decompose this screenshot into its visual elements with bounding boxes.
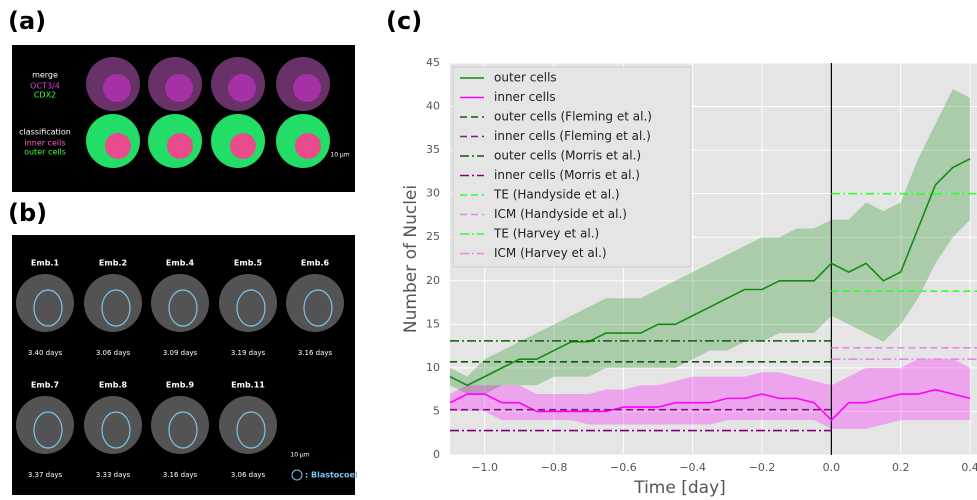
- blastocoel: [101, 411, 131, 449]
- embryo-name: Emb.5: [234, 259, 263, 268]
- embryo-merge-core: [103, 74, 131, 102]
- x-tick-label: −0.4: [679, 461, 706, 474]
- embryo-days: 3.06 days: [231, 471, 266, 479]
- embryo: [151, 274, 209, 332]
- blastocoel: [168, 411, 198, 449]
- blastocoel: [168, 289, 198, 327]
- legend-label: TE (Harvey et al.): [493, 227, 599, 241]
- embryo-class-core: [105, 133, 131, 159]
- y-tick-label: 45: [426, 56, 440, 69]
- embryo: [16, 396, 74, 454]
- y-tick-label: 5: [433, 404, 440, 417]
- embryo-class-core: [167, 133, 193, 159]
- panel-label: (a): [8, 7, 46, 35]
- row-label: classification: [19, 128, 71, 137]
- row-label: merge: [32, 71, 58, 80]
- class-label: outer cells: [24, 148, 66, 157]
- legend-label: outer cells: [494, 71, 557, 85]
- embryo: [16, 274, 74, 332]
- x-tick-label: −0.2: [749, 461, 776, 474]
- embryo: [84, 274, 142, 332]
- y-tick-label: 30: [426, 187, 440, 200]
- embryo: [219, 396, 277, 454]
- y-tick-label: 10: [426, 361, 440, 374]
- x-axis-label: Time [day]: [633, 478, 726, 498]
- panel-label: (c): [386, 7, 422, 35]
- y-tick-label: 15: [426, 317, 440, 330]
- scale-label: 10 μm: [330, 152, 349, 159]
- embryo-days: 3.19 days: [231, 349, 266, 357]
- embryo-merge-core: [165, 74, 193, 102]
- x-tick-label: 0.2: [892, 461, 910, 474]
- embryo: [286, 274, 344, 332]
- embryo-class-core: [230, 133, 256, 159]
- panel-label: (b): [8, 199, 47, 227]
- legend-label: ICM (Harvey et al.): [494, 246, 607, 260]
- scale-label: 10 μm: [290, 452, 309, 459]
- channel-label: CDX2: [34, 91, 56, 100]
- series-line: [449, 158, 971, 387]
- blastocoel: [236, 289, 266, 327]
- blastocoel-key: [291, 469, 303, 481]
- class-label: inner cells: [24, 139, 65, 148]
- embryo-days: 3.40 days: [28, 349, 63, 357]
- x-tick-label: 0.4: [961, 461, 977, 474]
- legend-label: outer cells (Morris et al.): [494, 149, 641, 163]
- embryo-name: Emb.8: [99, 381, 128, 390]
- legend-label: ICM (Handyside et al.): [494, 207, 627, 221]
- x-tick-label: −0.6: [610, 461, 637, 474]
- x-tick-label: 0.0: [823, 461, 841, 474]
- blastocoel: [33, 289, 63, 327]
- legend-label: outer cells (Fleming et al.): [494, 110, 652, 124]
- legend-label: TE (Handyside et al.): [493, 188, 620, 202]
- blastocoel: [101, 289, 131, 327]
- embryo-name: Emb.11: [231, 381, 265, 390]
- embryo-days: 3.16 days: [163, 471, 198, 479]
- legend-label: inner cells (Fleming et al.): [494, 129, 651, 143]
- legend-label: : Blastocoel: [305, 471, 358, 480]
- embryo-name: Emb.4: [166, 259, 195, 268]
- embryo-name: Emb.1: [31, 259, 60, 268]
- blastocoel: [236, 411, 266, 449]
- y-tick-label: 25: [426, 230, 440, 243]
- embryo-days: 3.16 days: [298, 349, 333, 357]
- y-tick-label: 35: [426, 143, 440, 156]
- y-tick-label: 20: [426, 274, 440, 287]
- embryo: [84, 396, 142, 454]
- embryo-name: Emb.6: [301, 259, 330, 268]
- embryo-name: Emb.7: [31, 381, 59, 390]
- embryo-days: 3.33 days: [96, 471, 131, 479]
- blastocoel: [33, 411, 63, 449]
- embryo-days: 3.09 days: [163, 349, 198, 357]
- y-tick-label: 0: [433, 448, 440, 461]
- embryo-days: 3.37 days: [28, 471, 63, 479]
- embryo-days: 3.06 days: [96, 349, 131, 357]
- y-tick-label: 40: [426, 100, 440, 113]
- legend-box: [452, 66, 692, 268]
- legend-label: inner cells (Morris et al.): [494, 168, 640, 182]
- channel-label: OCT3/4: [30, 82, 60, 91]
- embryo-class-core: [295, 133, 321, 159]
- embryo: [219, 274, 277, 332]
- embryo-merge-core: [293, 74, 321, 102]
- y-axis-label: Number of Nuclei: [401, 185, 421, 333]
- embryo-name: Emb.2: [99, 259, 127, 268]
- embryo-name: Emb.9: [166, 381, 195, 390]
- x-tick-label: −0.8: [541, 461, 568, 474]
- embryo: [151, 396, 209, 454]
- series-line: [449, 388, 971, 422]
- confidence-band: [450, 89, 971, 395]
- embryo-merge-core: [228, 74, 256, 102]
- legend-label: inner cells: [494, 90, 556, 104]
- blastocoel: [303, 289, 333, 327]
- x-tick-label: −1.0: [471, 461, 498, 474]
